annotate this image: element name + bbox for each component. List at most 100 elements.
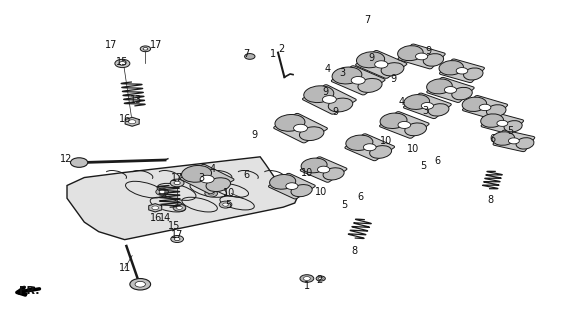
Ellipse shape [357,52,384,68]
Text: 17: 17 [105,40,117,50]
Circle shape [497,120,508,126]
Ellipse shape [358,78,382,92]
Text: 6: 6 [490,134,495,144]
Text: 9: 9 [425,46,432,56]
Circle shape [375,61,388,68]
Circle shape [119,61,126,65]
FancyBboxPatch shape [273,113,328,143]
Ellipse shape [481,114,503,127]
Text: 2: 2 [316,276,322,285]
Circle shape [416,53,428,60]
Ellipse shape [398,46,423,60]
Polygon shape [125,117,139,126]
Ellipse shape [452,87,472,100]
Ellipse shape [346,135,373,150]
Text: 9: 9 [390,74,397,84]
Text: 8: 8 [351,246,358,256]
Circle shape [351,76,365,84]
Text: 3: 3 [339,68,346,78]
Text: 12: 12 [60,154,72,164]
Circle shape [71,158,88,167]
Text: 7: 7 [243,49,250,59]
Text: 16: 16 [150,213,162,223]
Circle shape [244,53,255,59]
FancyBboxPatch shape [427,77,475,102]
Text: 10: 10 [223,188,235,198]
Circle shape [173,204,186,211]
FancyBboxPatch shape [493,130,535,152]
Circle shape [176,206,182,209]
Circle shape [200,175,214,183]
Ellipse shape [516,138,534,149]
Text: 6: 6 [243,170,249,180]
Circle shape [130,278,151,290]
Circle shape [174,181,180,185]
Circle shape [300,275,314,282]
Text: 10: 10 [380,136,392,146]
Ellipse shape [332,67,362,84]
Ellipse shape [487,105,506,117]
FancyBboxPatch shape [331,66,385,95]
Text: 9: 9 [251,130,257,140]
Ellipse shape [464,68,483,80]
Ellipse shape [492,132,514,145]
Circle shape [318,277,323,280]
FancyBboxPatch shape [300,157,347,182]
Text: 2: 2 [279,44,284,54]
Ellipse shape [323,168,344,180]
Ellipse shape [269,174,296,189]
Ellipse shape [181,165,212,182]
Ellipse shape [428,104,449,116]
Ellipse shape [291,185,312,197]
FancyBboxPatch shape [462,95,507,119]
Circle shape [156,188,169,196]
Ellipse shape [275,115,305,131]
Text: 1: 1 [304,281,310,291]
Circle shape [171,236,183,243]
Ellipse shape [423,54,443,66]
Polygon shape [149,204,162,212]
Text: 6: 6 [357,192,364,202]
FancyBboxPatch shape [180,164,234,194]
Text: 4: 4 [325,64,331,74]
Text: 9: 9 [323,87,329,98]
Circle shape [364,144,376,151]
Circle shape [509,138,520,144]
Text: 10: 10 [301,168,313,178]
Text: 6: 6 [435,156,441,166]
Ellipse shape [304,86,334,103]
Ellipse shape [381,63,404,76]
Text: 14: 14 [159,213,171,223]
Text: 4: 4 [398,97,405,107]
Circle shape [143,47,148,50]
FancyBboxPatch shape [302,85,357,114]
Circle shape [316,276,325,281]
FancyBboxPatch shape [398,44,445,69]
Ellipse shape [427,79,452,94]
Circle shape [479,104,491,111]
Text: 5: 5 [225,200,231,210]
FancyBboxPatch shape [345,134,395,161]
Circle shape [223,203,228,206]
Text: 9: 9 [332,107,338,116]
Text: 15: 15 [116,57,128,67]
Ellipse shape [206,178,231,192]
Text: 16: 16 [118,114,131,124]
Text: 8: 8 [488,195,494,205]
Circle shape [444,86,457,93]
Circle shape [205,190,217,197]
Circle shape [219,201,232,208]
Text: 17: 17 [150,40,162,50]
Text: 10: 10 [407,145,420,155]
Circle shape [317,166,329,173]
FancyBboxPatch shape [481,112,524,134]
Text: 10: 10 [315,187,327,197]
Circle shape [152,206,158,210]
Circle shape [160,190,165,194]
Text: 4: 4 [210,164,216,174]
Text: 15: 15 [168,220,180,231]
Circle shape [140,46,151,52]
Ellipse shape [380,113,407,129]
Ellipse shape [404,95,429,109]
Circle shape [128,120,136,124]
